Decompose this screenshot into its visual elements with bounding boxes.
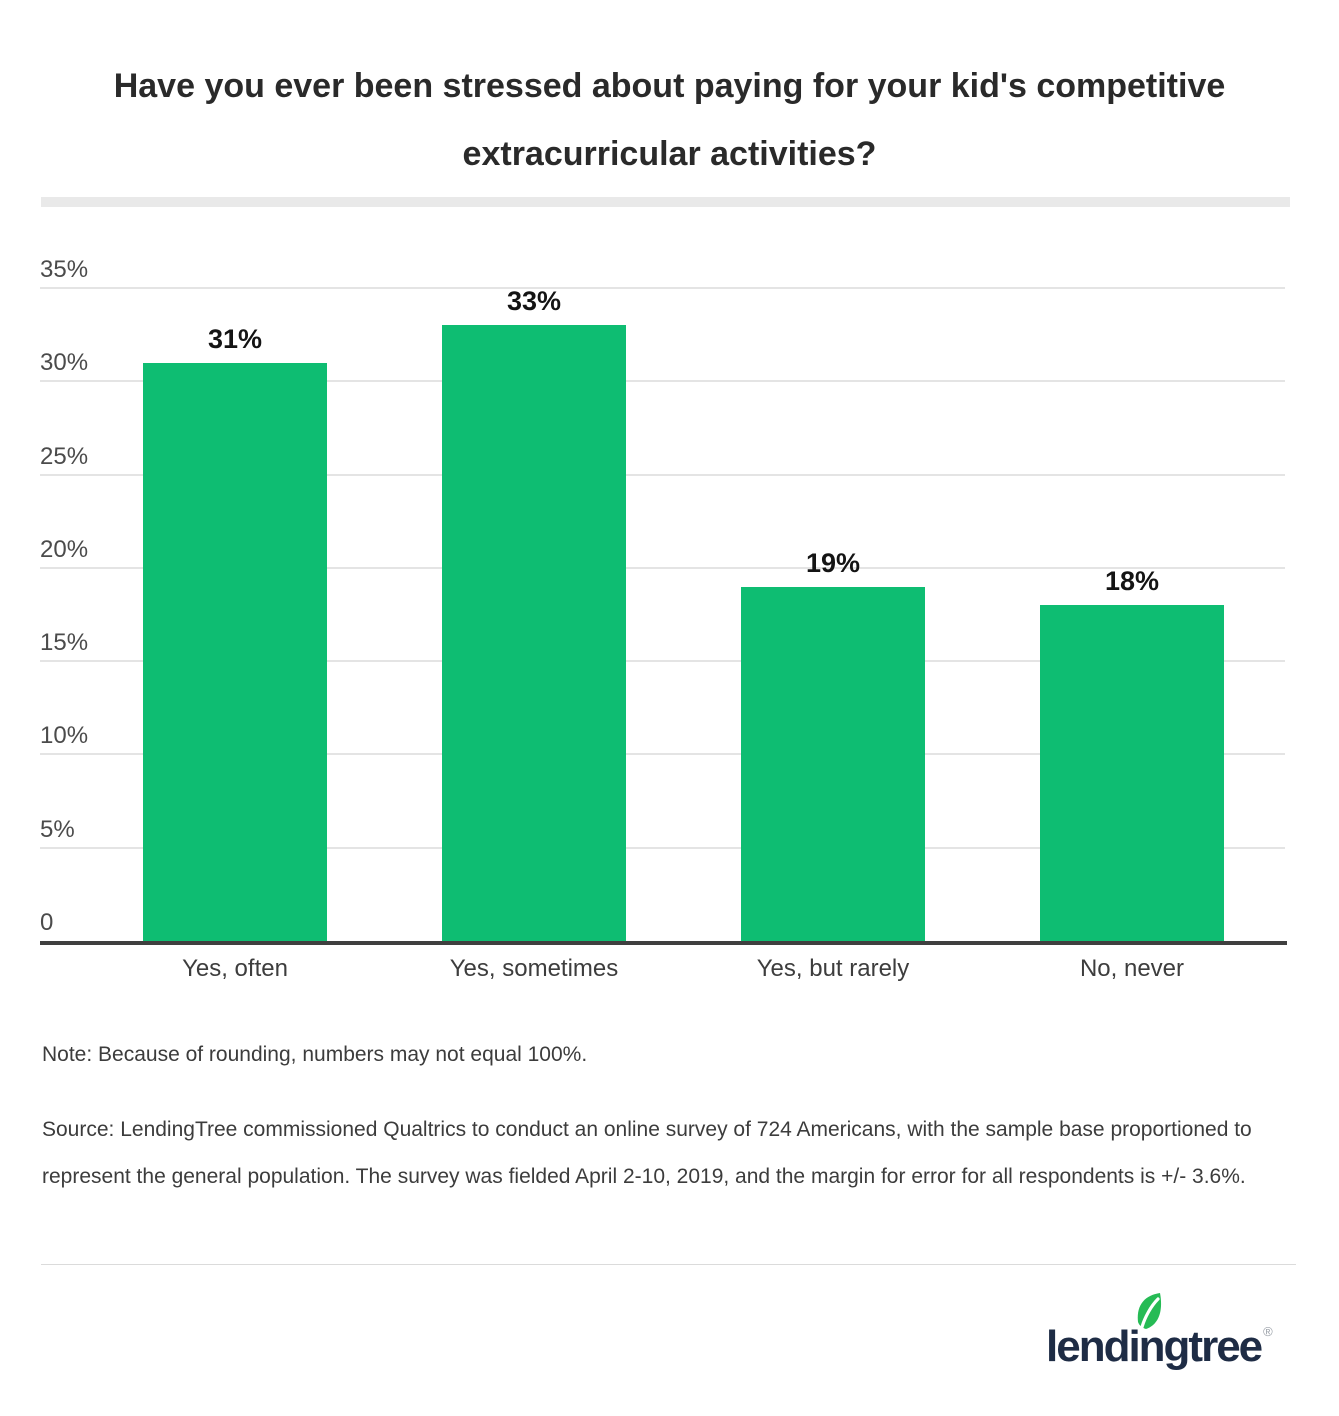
y-axis-tick-label: 25% xyxy=(40,442,89,470)
bar-yes-often xyxy=(143,362,327,941)
y-axis-tick-label: 30% xyxy=(40,349,89,377)
x-axis-line xyxy=(40,941,1287,945)
x-axis-category-label: Yes, sometimes xyxy=(449,955,619,982)
y-axis-tick-label: 35% xyxy=(40,256,89,283)
leaf-icon xyxy=(1137,1293,1162,1329)
gridline xyxy=(40,473,1285,476)
y-axis-tick-label: 5% xyxy=(40,815,75,843)
y-axis-tick-label: 20% xyxy=(40,535,89,563)
bar-value-label: 18% xyxy=(1104,566,1160,597)
gridline xyxy=(40,566,1285,569)
gridline xyxy=(40,846,1285,849)
chart-title-line1: Have you ever been stressed about paying… xyxy=(113,67,1226,105)
bar-value-label: 33% xyxy=(506,286,562,317)
bar-value-label: 31% xyxy=(207,323,263,354)
y-axis-tick-label: 15% xyxy=(40,629,89,657)
chart-title: Have you ever been stressed about paying… xyxy=(45,52,1294,188)
registered-trademark: ® xyxy=(1263,1324,1273,1339)
source-text: Source: LendingTree commissioned Qualtri… xyxy=(42,1118,1252,1188)
x-axis-category-label: Yes, often xyxy=(182,955,288,982)
gridline xyxy=(40,660,1285,663)
title-divider xyxy=(41,197,1290,207)
gridline xyxy=(40,753,1285,756)
gridline xyxy=(40,380,1285,383)
bar-no-never xyxy=(1040,605,1224,941)
x-axis-category-label: Yes, but rarely xyxy=(756,955,910,982)
bar-chart: 35% 30% 25% 20% 15% 10% 5% 0 31% Yes, often 33% Yes… xyxy=(40,256,1287,982)
x-axis-category-label: No, never xyxy=(1079,955,1185,982)
bar-yes-sometimes xyxy=(442,325,626,941)
bar-value-label: 19% xyxy=(805,547,861,578)
gridline xyxy=(40,287,1285,289)
lendingtree-logo: lendingtree ® xyxy=(1046,1293,1273,1382)
footer-divider xyxy=(41,1264,1296,1265)
chart-title-line2: extracurricular activities? xyxy=(462,135,877,173)
y-axis-tick-label: 10% xyxy=(40,722,89,750)
note-text: Note: Because of rounding, numbers may n… xyxy=(42,1043,588,1066)
logo-wordmark: lendingtree xyxy=(1046,1322,1263,1371)
bar-yes-but-rarely xyxy=(741,586,925,941)
y-axis-tick-label: 0 xyxy=(40,909,54,936)
